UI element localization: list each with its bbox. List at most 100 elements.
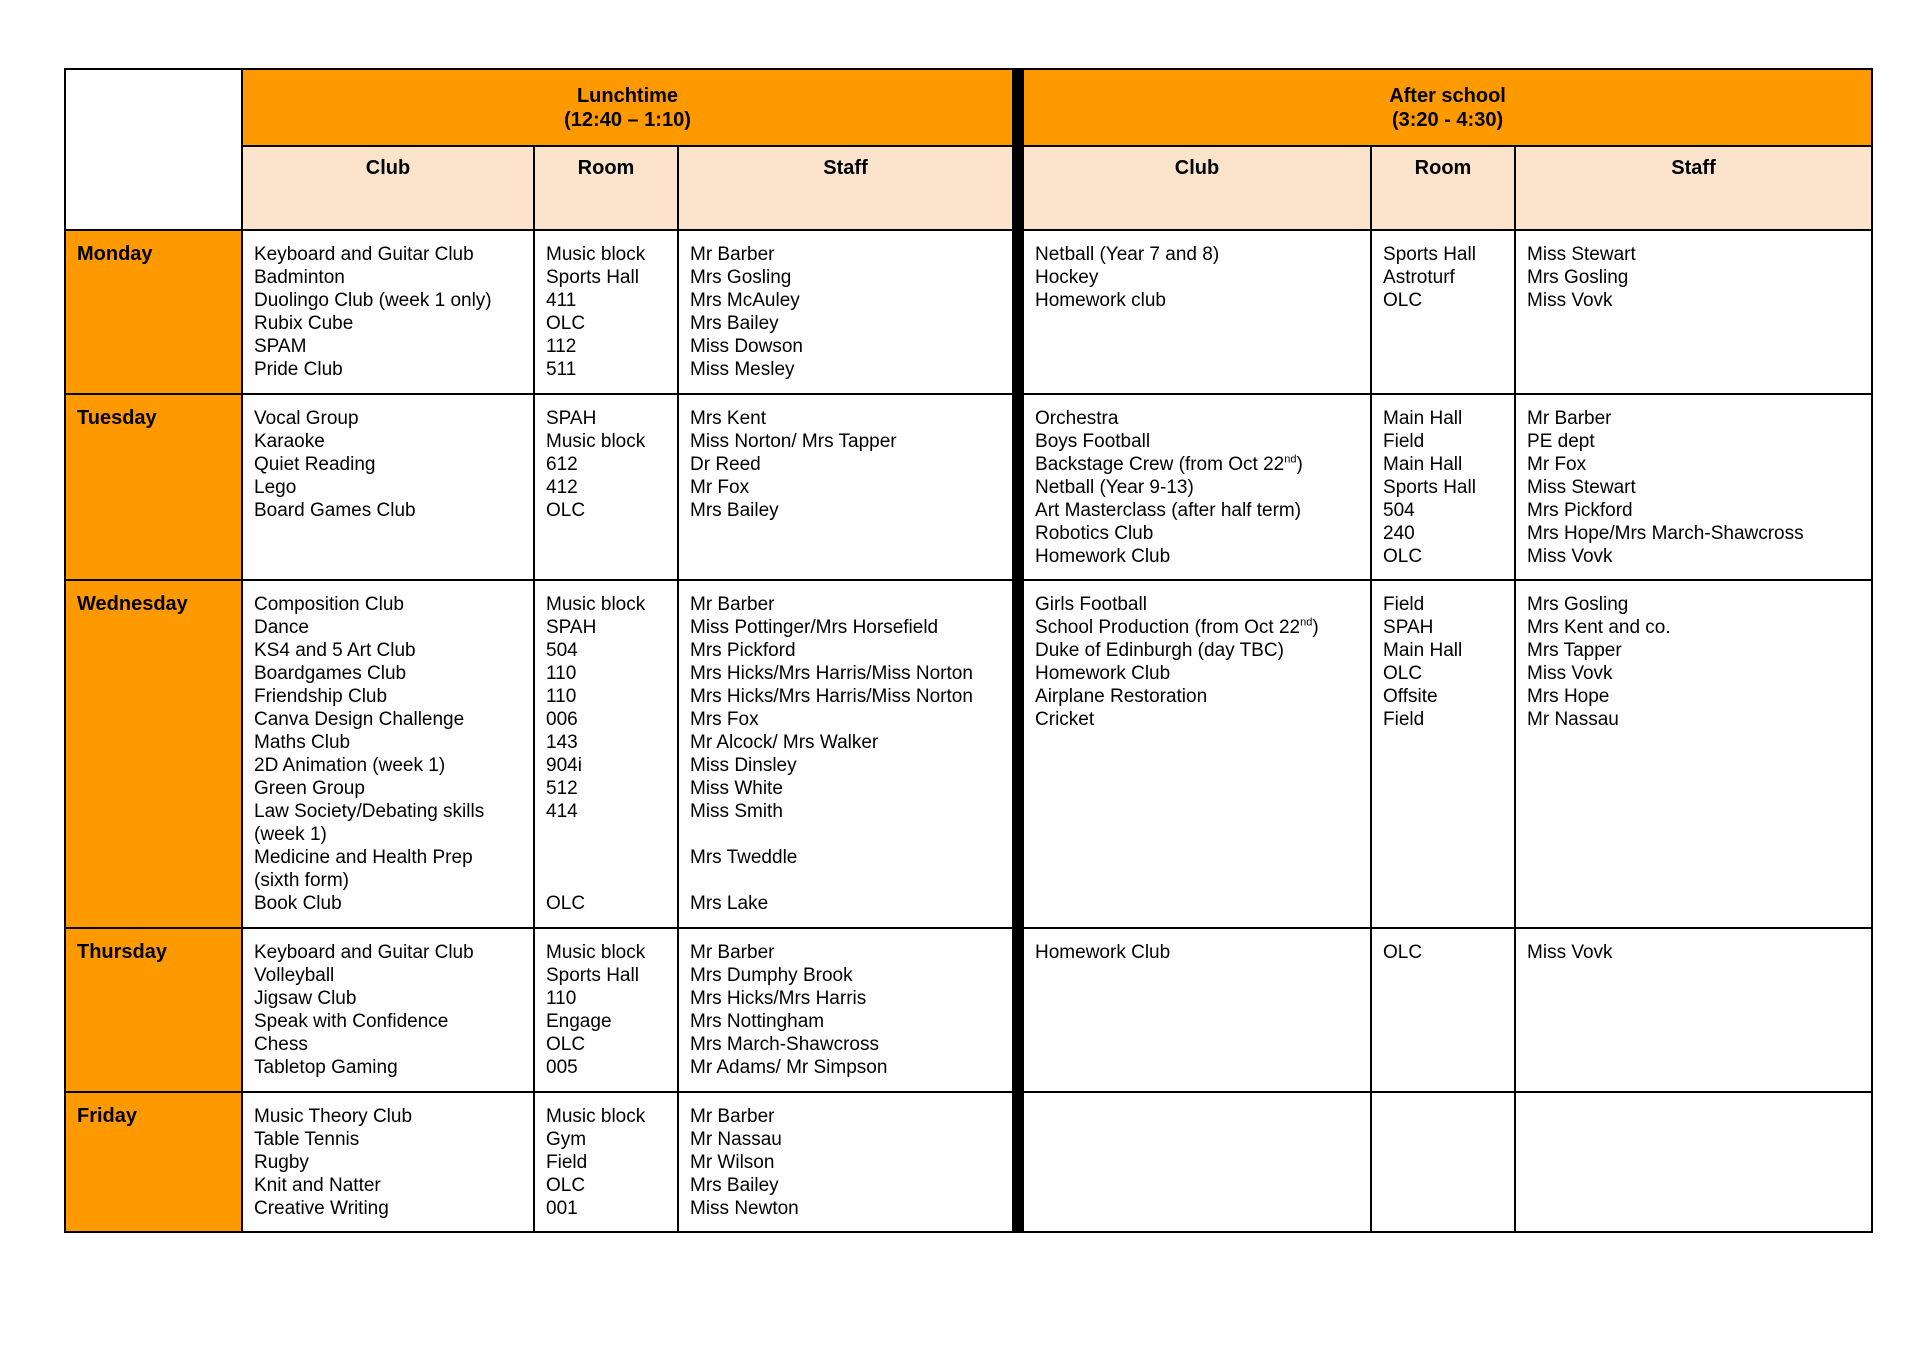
list-item: Lego [254, 477, 297, 498]
list-item: (sixth form) [254, 870, 349, 891]
list-item: Mrs Nottingham [690, 1011, 825, 1032]
list-item: 005 [546, 1057, 578, 1078]
list-item: Quiet Reading [254, 454, 376, 475]
list-item: Sports Hall [546, 965, 639, 986]
list-item: Mr Barber [690, 1106, 775, 1127]
col-header-after-club: Club [1012, 145, 1373, 231]
lunch-club-cell: Keyboard and Guitar Club Volleyball Jigsaw… [241, 927, 535, 1093]
list-item: 143 [546, 732, 578, 753]
after-room-cell [1370, 1091, 1517, 1233]
list-item: Mrs Lake [690, 893, 769, 914]
list-item: Pride Club [254, 359, 343, 380]
list-item: Art Masterclass (after half term) [1035, 500, 1302, 521]
lunchtime-time: (12:40 – 1:10) [564, 108, 691, 131]
list-item: School Production (from Oct 22nd) [1035, 616, 1362, 639]
list-item: 240 [1383, 523, 1415, 544]
list-item: Airplane Restoration [1035, 686, 1208, 707]
clubs-timetable: Lunchtime (12:40 – 1:10) After school (3… [64, 68, 1874, 1233]
list-item: Miss Smith [690, 801, 783, 822]
list-item: Keyboard and Guitar Club [254, 942, 474, 963]
col-header-after-room: Room [1370, 145, 1517, 231]
day-label: Thursday [64, 927, 243, 1093]
list-item: Mr Nassau [690, 1129, 782, 1150]
list-item: Volleyball [254, 965, 335, 986]
list-item: Field [546, 1152, 588, 1173]
list-item: Field [1383, 594, 1425, 615]
col-header-after-staff: Staff [1514, 145, 1874, 231]
after-club-cell [1012, 1091, 1373, 1233]
list-item: 2D Animation (week 1) [254, 755, 446, 776]
list-item: Miss Vovk [1527, 942, 1613, 963]
list-item: Sports Hall [546, 267, 639, 288]
list-item: Main Hall [1383, 408, 1463, 429]
list-item: Mrs Pickford [690, 640, 796, 661]
lunch-club-cell: Keyboard and Guitar Club Badminton Duoling… [241, 229, 535, 395]
list-item: Tabletop Gaming [254, 1057, 398, 1078]
list-item: Mrs Bailey [690, 313, 779, 334]
list-item: 001 [546, 1198, 578, 1219]
list-item: Mrs Tapper [1527, 640, 1622, 661]
list-item: Miss Vovk [1527, 546, 1613, 567]
list-item: Mrs Bailey [690, 1175, 779, 1196]
list-item: Netball (Year 7 and 8) [1035, 244, 1220, 265]
list-item: 110 [546, 663, 577, 684]
list-item: 414 [546, 801, 578, 822]
lunch-staff-cell: Mr Barber Mrs Gosling Mrs McAuley Mrs Baile… [676, 229, 1020, 395]
list-item: 504 [546, 640, 578, 661]
list-item: Mr Fox [690, 477, 750, 498]
list-item: Vocal Group [254, 408, 359, 429]
list-item: OLC [1383, 663, 1423, 684]
list-item: 110 [546, 686, 577, 707]
list-item: 904i [546, 755, 582, 776]
list-item: 110 [546, 988, 577, 1009]
list-item: Homework club [1035, 290, 1166, 311]
list-item: Composition Club [254, 594, 404, 615]
list-item: Mrs Kent [690, 408, 767, 429]
list-item: Music block [546, 594, 646, 615]
list-item: Miss Stewart [1527, 477, 1636, 498]
day-row-friday: Friday Music Theory Club Table Tennis Rugby… [64, 1091, 1874, 1233]
list-item: Homework Club [1035, 942, 1171, 963]
list-item: OLC [546, 313, 586, 334]
list-item: Mr Barber [690, 594, 775, 615]
list-item: Mrs Gosling [690, 267, 792, 288]
list-item: Robotics Club [1035, 523, 1154, 544]
after-room-cell: Main Hall Field Main Hall Sports Hall 504 240… [1370, 393, 1517, 581]
after-school-title: After school [1389, 84, 1506, 107]
list-item: Miss Vovk [1527, 663, 1613, 684]
lunch-staff-cell: Mr Barber Mr Nassau Mr Wilson Mrs Bailey Mis… [676, 1091, 1020, 1233]
list-item: KS4 and 5 Art Club [254, 640, 416, 661]
list-item: Maths Club [254, 732, 351, 753]
lunch-club-cell: Vocal Group Karaoke Quiet Reading Lego Board… [241, 393, 535, 581]
lunch-staff-cell: Mrs Kent Miss Norton/ Mrs Tapper Dr Reed Mr… [676, 393, 1020, 581]
list-item [690, 869, 1004, 892]
lunch-room-cell: Music block SPAH 504 110 110 006 143 904i 512 414… [533, 579, 679, 929]
list-item: Mrs Kent and co. [1527, 617, 1671, 638]
list-item: 511 [546, 359, 577, 380]
list-item [546, 846, 669, 869]
after-club-cell: Orchestra Boys Football Backstage Crew (fr… [1012, 393, 1373, 581]
list-item: Mrs Pickford [1527, 500, 1633, 521]
list-item: Homework Club [1035, 546, 1171, 567]
list-item: 512 [546, 778, 578, 799]
list-item: Mr Wilson [690, 1152, 775, 1173]
list-item: Knit and Natter [254, 1175, 381, 1196]
lunchtime-header: Lunchtime (12:40 – 1:10) [240, 68, 1020, 147]
lunch-club-cell: Music Theory Club Table Tennis Rugby Knit a… [241, 1091, 535, 1233]
list-item: Miss Mesley [690, 359, 795, 380]
list-item: 412 [546, 477, 578, 498]
item-text: School Production (from Oct 22 [1035, 617, 1301, 638]
list-item: OLC [546, 1034, 586, 1055]
list-item: Miss Norton/ Mrs Tapper [690, 431, 897, 452]
list-item: Offsite [1383, 686, 1438, 707]
list-item [546, 869, 669, 892]
list-item: Music block [546, 244, 646, 265]
list-item: Cricket [1035, 709, 1095, 730]
lunch-staff-cell: Mr Barber Mrs Dumphy Brook Mrs Hicks/Mrs H… [676, 927, 1020, 1093]
list-item: Sports Hall [1383, 477, 1476, 498]
list-item: Canva Design Challenge [254, 709, 465, 730]
day-label: Friday [64, 1091, 243, 1233]
list-item: SPAH [546, 408, 597, 429]
list-item: Medicine and Health Prep [254, 847, 473, 868]
list-item: SPAH [546, 617, 597, 638]
